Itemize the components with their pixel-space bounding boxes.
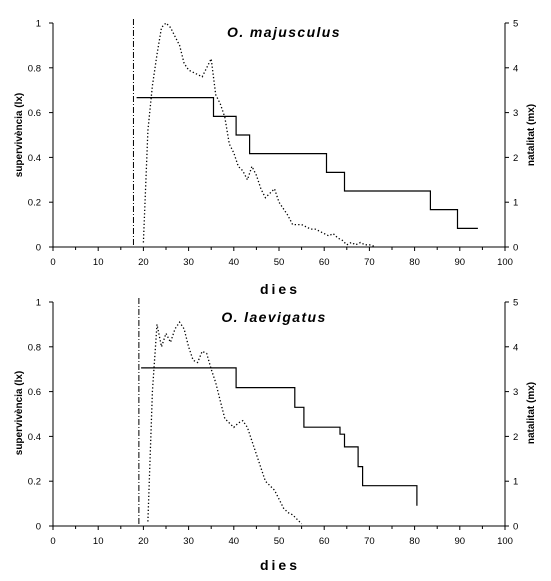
x-tick-label: 60 xyxy=(319,257,330,268)
x-tick-label: 70 xyxy=(364,536,375,547)
x-tick-label: 40 xyxy=(229,536,240,547)
y2-tick-label: 5 xyxy=(513,19,518,30)
x-tick-label: 80 xyxy=(409,257,420,268)
x-tick-label: 10 xyxy=(93,536,104,547)
x-tick-label: 40 xyxy=(229,257,240,268)
x-tick-label: 80 xyxy=(409,536,420,547)
x-tick-label: 90 xyxy=(455,536,466,547)
y2-tick-label: 3 xyxy=(513,387,518,398)
x-tick-label: 0 xyxy=(50,536,55,547)
y-tick-label: 0.2 xyxy=(28,477,41,488)
x-tick-label: 60 xyxy=(319,536,330,547)
chart-title: O. laevigatus xyxy=(221,309,326,325)
chart-panel-bottom: O. laevigatus supervivència (lx) natalit… xyxy=(14,298,537,574)
y2-tick-label: 5 xyxy=(513,298,518,309)
natality-line xyxy=(147,321,303,525)
y2-tick-label: 3 xyxy=(513,108,518,119)
y2-tick-label: 1 xyxy=(513,198,518,209)
survival-line xyxy=(136,96,478,229)
x-tick-label: 70 xyxy=(364,257,375,268)
y2-tick-label: 1 xyxy=(513,477,518,488)
x-tick-label: 50 xyxy=(274,536,285,547)
y2-tick-label: 2 xyxy=(513,153,518,164)
x-tick-label: 10 xyxy=(93,257,104,268)
y-tick-label: 0.6 xyxy=(28,387,41,398)
x-tick-label: 100 xyxy=(497,536,513,547)
y2-tick-label: 2 xyxy=(513,432,518,443)
x-tick-label: 20 xyxy=(138,536,149,547)
y-tick-label: 0.8 xyxy=(28,63,41,74)
y-tick-label: 0.8 xyxy=(28,342,41,353)
y2-tick-label: 0 xyxy=(513,243,518,254)
natality-line xyxy=(142,22,375,247)
y2-tick-label: 4 xyxy=(513,342,518,353)
y-tick-label: 0 xyxy=(36,243,41,254)
y-tick-label: 0.6 xyxy=(28,108,41,119)
left-axis-label: supervivència (lx) xyxy=(14,371,25,455)
x-tick-label: 100 xyxy=(497,257,513,268)
y-tick-label: 0.2 xyxy=(28,198,41,209)
x-axis-label: dies xyxy=(260,557,300,573)
survival-line xyxy=(141,367,418,506)
y-tick-label: 1 xyxy=(36,298,41,309)
left-axis-label: supervivència (lx) xyxy=(14,93,25,177)
y2-tick-label: 4 xyxy=(513,63,518,74)
x-tick-label: 30 xyxy=(183,257,194,268)
x-tick-label: 20 xyxy=(138,257,149,268)
y-tick-label: 0.4 xyxy=(28,432,41,443)
y-tick-label: 0.4 xyxy=(28,153,41,164)
chart-panel-top: O. majusculus supervivència (lx) natalit… xyxy=(14,19,537,298)
y-tick-label: 1 xyxy=(36,19,41,30)
chart-title: O. majusculus xyxy=(227,24,341,40)
x-tick-label: 50 xyxy=(274,257,285,268)
y-tick-label: 0 xyxy=(36,522,41,533)
y2-tick-label: 0 xyxy=(513,522,518,533)
right-axis-label: natalitat (mx) xyxy=(526,104,537,166)
x-tick-label: 0 xyxy=(50,257,55,268)
x-tick-label: 90 xyxy=(455,257,466,268)
right-axis-label: natalitat (mx) xyxy=(526,382,537,444)
x-axis-label: dies xyxy=(260,281,300,297)
x-tick-label: 30 xyxy=(183,536,194,547)
